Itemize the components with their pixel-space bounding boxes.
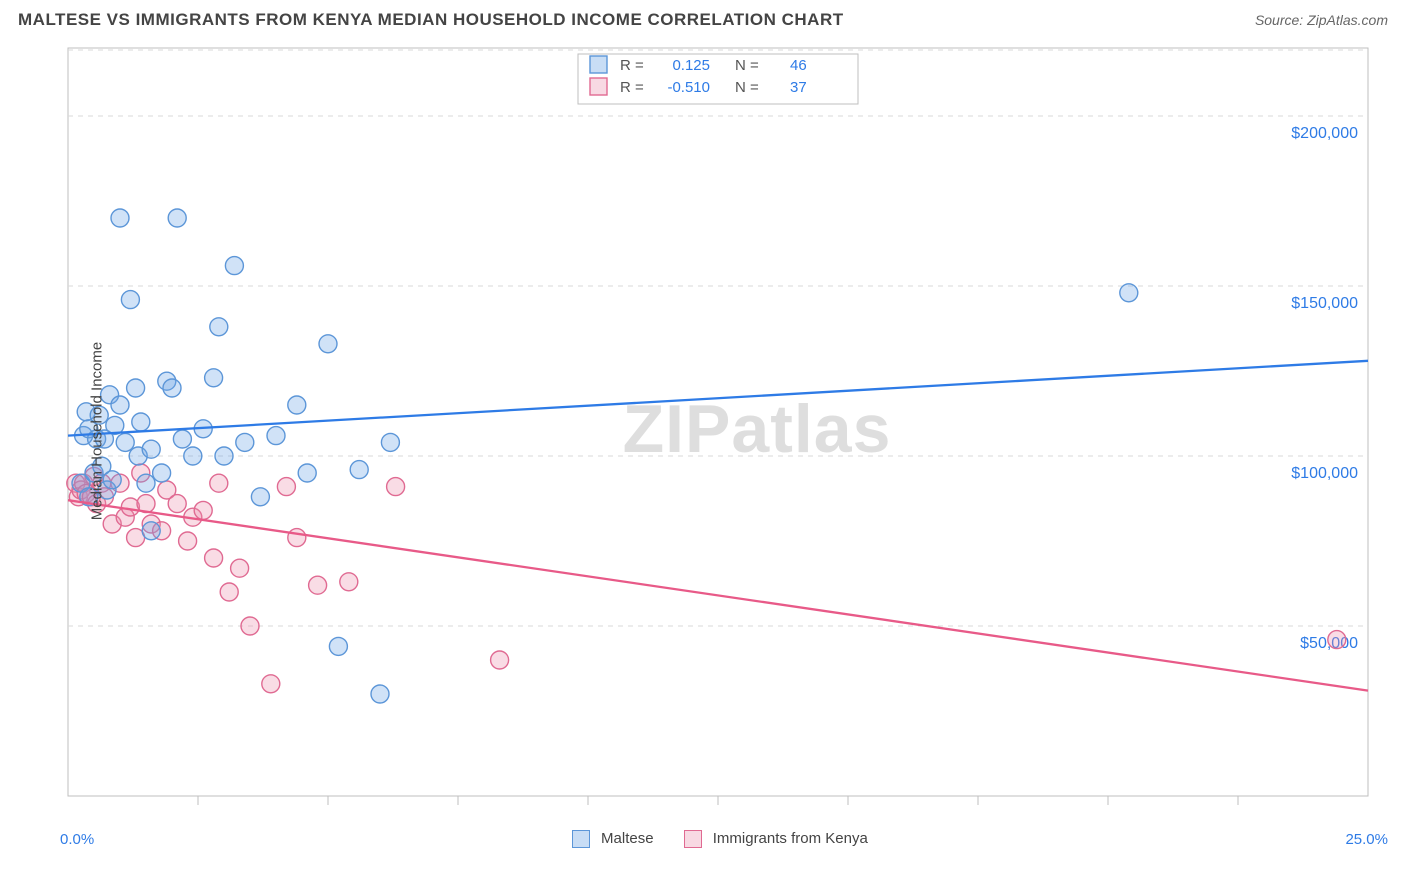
svg-text:$200,000: $200,000 [1291, 125, 1358, 142]
svg-text:$100,000: $100,000 [1291, 465, 1358, 482]
y-axis-label: Median Household Income [89, 342, 106, 520]
chart-title: MALTESE VS IMMIGRANTS FROM KENYA MEDIAN … [18, 10, 844, 30]
legend-item-kenya: Immigrants from Kenya [684, 830, 868, 848]
svg-text:46: 46 [790, 57, 807, 74]
svg-text:0.125: 0.125 [672, 57, 710, 74]
svg-text:R =: R = [620, 57, 644, 74]
legend-swatch-blue [572, 830, 590, 848]
svg-text:N =: N = [735, 57, 759, 74]
x-axis-max-label: 25.0% [1345, 831, 1388, 848]
x-axis-min-label: 0.0% [60, 831, 94, 848]
svg-text:N =: N = [735, 79, 759, 96]
legend-swatch-pink [684, 830, 702, 848]
svg-text:-0.510: -0.510 [667, 79, 710, 96]
correlation-scatter-chart: $50,000$100,000$150,000$200,000ZIPatlasR… [18, 36, 1378, 826]
source-label: Source: ZipAtlas.com [1255, 12, 1388, 28]
svg-text:37: 37 [790, 79, 807, 96]
svg-text:R =: R = [620, 79, 644, 96]
bottom-legend: Maltese Immigrants from Kenya [572, 830, 868, 848]
legend-label: Immigrants from Kenya [713, 830, 868, 847]
svg-text:$150,000: $150,000 [1291, 295, 1358, 312]
legend-item-maltese: Maltese [572, 830, 654, 848]
legend-label: Maltese [601, 830, 654, 847]
